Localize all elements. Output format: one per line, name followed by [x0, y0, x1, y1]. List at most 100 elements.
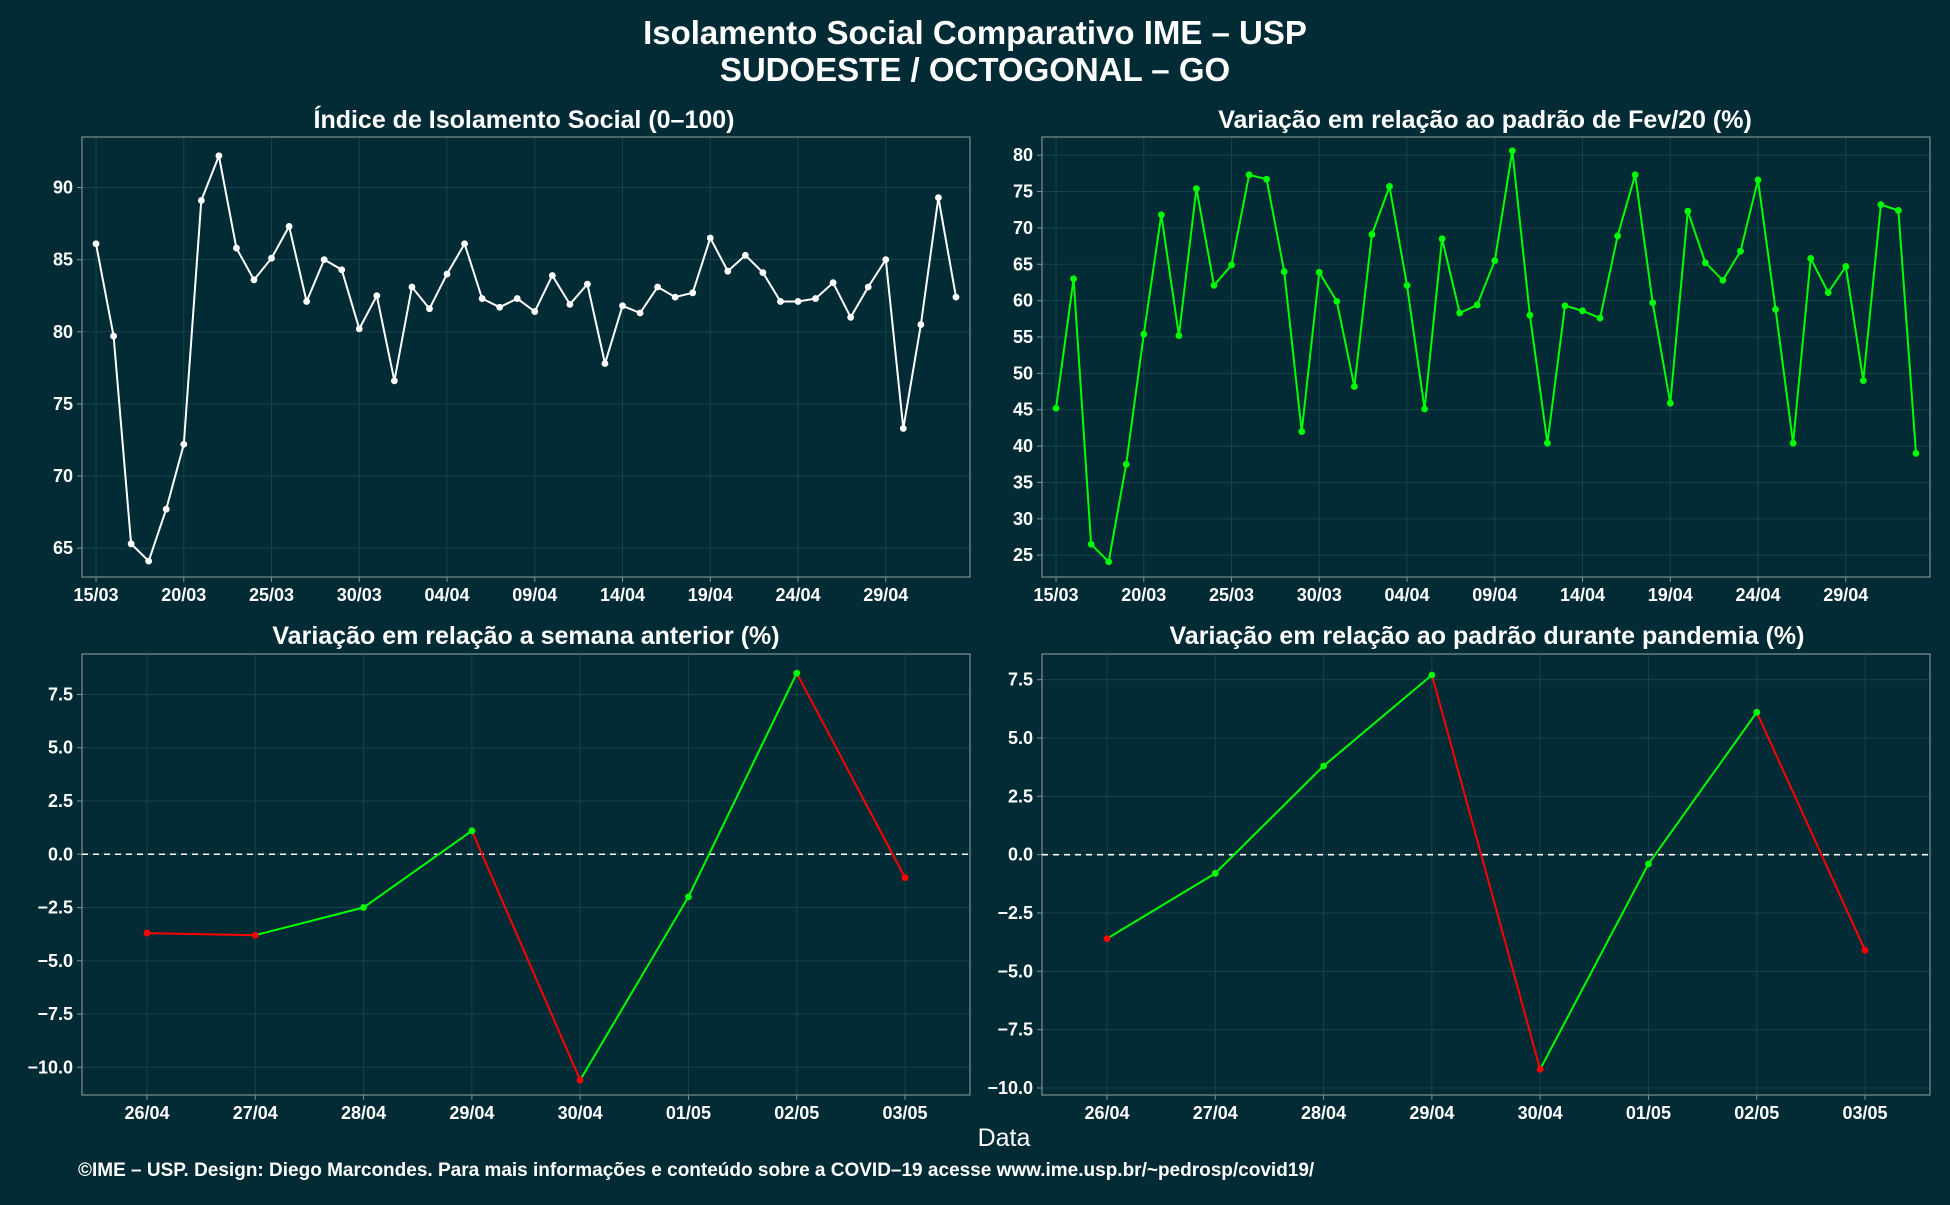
- x-tick-label: 30/04: [558, 1103, 603, 1123]
- y-tick-label: −7.5: [997, 1020, 1033, 1040]
- x-tick-label: 28/04: [341, 1103, 386, 1123]
- y-tick-label: 75: [1013, 182, 1033, 202]
- data-point: [250, 276, 258, 284]
- y-tick-label: 80: [1013, 145, 1033, 165]
- data-point: [671, 293, 679, 301]
- data-point: [162, 505, 170, 513]
- series-segment: [255, 906, 364, 937]
- y-tick-label: 50: [1013, 363, 1033, 383]
- panel-3-title: Variação em relação a semana anterior (%…: [272, 622, 779, 650]
- data-point: [1320, 762, 1327, 770]
- y-tick-label: −5.0: [37, 951, 73, 971]
- data-point: [601, 360, 609, 367]
- data-point: [1824, 289, 1832, 297]
- data-point: [233, 244, 240, 252]
- x-tick-label: 15/03: [1034, 585, 1079, 605]
- y-tick-label: 7.5: [1008, 670, 1033, 690]
- data-point: [1544, 439, 1551, 447]
- data-point: [1122, 460, 1130, 468]
- chart-variation-pandemic-pattern: −10.0 −7.5 −5.0 −2.5 0.0 2.5 5.0 7.5 26/04 27/04 2…: [987, 653, 1931, 1123]
- x-tick-label: 29/04: [863, 585, 908, 605]
- x-axis-label: Data: [978, 1124, 1031, 1152]
- data-point: [443, 270, 451, 278]
- data-point: [1403, 281, 1411, 289]
- data-point: [1861, 946, 1869, 954]
- x-tick-label: 27/04: [233, 1103, 278, 1123]
- panel-4-title: Variação em relação ao padrão durante pa…: [1170, 622, 1805, 650]
- data-point: [303, 298, 311, 305]
- data-point: [1614, 232, 1622, 240]
- data-point: [901, 874, 909, 882]
- series-line: [95, 152, 957, 563]
- data-point: [1912, 449, 1920, 457]
- data-point: [1473, 301, 1481, 309]
- x-tick-label: 30/03: [337, 585, 382, 605]
- y-tick-label: 55: [1013, 327, 1033, 347]
- chart-variation-feb20: 25 30 35 40 45 50 55 60 65 70 75 80 15/03 20/03 25/03 3…: [1013, 136, 1931, 605]
- x-tick-label: 30/03: [1297, 585, 1342, 605]
- data-point: [576, 1076, 584, 1084]
- data-point: [899, 425, 907, 432]
- series-segment: [1322, 674, 1433, 767]
- data-point: [548, 272, 556, 279]
- data-point: [180, 440, 188, 448]
- data-point: [1052, 404, 1060, 412]
- data-point: [197, 197, 205, 204]
- data-point: [145, 557, 153, 565]
- y-tick-label: −2.5: [37, 898, 73, 918]
- y-tick-label: −7.5: [37, 1004, 73, 1024]
- series-segment: [1755, 711, 1866, 951]
- x-tick-label: 04/04: [1385, 585, 1430, 605]
- x-tick-label: 26/04: [124, 1103, 169, 1123]
- x-tick-label: 14/04: [600, 585, 645, 605]
- x-tick-label: 01/05: [1626, 1103, 1671, 1123]
- data-point: [917, 321, 925, 328]
- series-segment: [1430, 674, 1542, 1070]
- y-tick-label: 5.0: [1008, 728, 1033, 748]
- data-point: [143, 929, 151, 937]
- y-tick-label: 35: [1013, 472, 1033, 492]
- chart-variation-previous-week: −10.0 −7.5 −5.0 −2.5 0.0 2.5 5.0 7.5 26/04 27/04 2…: [27, 653, 971, 1123]
- series-segment: [579, 896, 690, 1081]
- data-point: [1508, 147, 1516, 155]
- data-point: [215, 152, 223, 160]
- series-segment: [146, 932, 256, 937]
- data-point: [619, 302, 626, 310]
- data-point: [360, 904, 367, 911]
- x-tick-label: 19/04: [688, 585, 733, 605]
- data-point: [513, 295, 521, 302]
- plot-frame: [1041, 136, 1931, 578]
- x-tick-label: 19/04: [1648, 585, 1693, 605]
- x-tick-label: 28/04: [1301, 1103, 1346, 1123]
- y-tick-label: 5.0: [48, 738, 73, 758]
- plot-frame: [81, 653, 971, 1096]
- data-point: [1245, 171, 1253, 179]
- data-point: [1438, 235, 1446, 243]
- x-tick-label: 20/03: [161, 585, 206, 605]
- data-point: [1211, 869, 1219, 877]
- y-tick-label: 40: [1013, 436, 1033, 456]
- data-point: [1386, 183, 1393, 190]
- data-point: [1368, 231, 1376, 238]
- data-point: [847, 313, 855, 321]
- y-tick-label: 75: [53, 394, 73, 414]
- data-point: [1456, 309, 1464, 317]
- data-point: [829, 279, 837, 287]
- y-tick-label: 80: [53, 322, 73, 342]
- y-tick-label: 7.5: [48, 684, 73, 704]
- data-point: [1842, 263, 1850, 270]
- data-point: [777, 298, 784, 305]
- data-point: [285, 223, 293, 230]
- data-point: [935, 194, 942, 201]
- plot-frame: [81, 136, 971, 578]
- data-point: [1684, 207, 1692, 215]
- data-point: [706, 234, 714, 242]
- data-point: [1280, 268, 1288, 275]
- data-point: [1263, 175, 1271, 183]
- data-point: [1157, 211, 1165, 219]
- series-segment: [1539, 863, 1650, 1070]
- x-tick-label: 24/04: [1735, 585, 1780, 605]
- data-point: [1666, 399, 1674, 407]
- data-point: [1631, 171, 1639, 179]
- x-tick-label: 27/04: [1193, 1103, 1238, 1123]
